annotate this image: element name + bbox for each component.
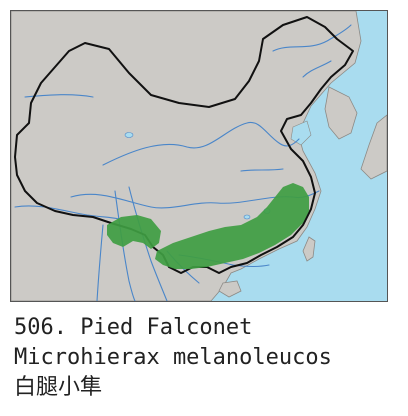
river-brahmaputra bbox=[14, 205, 120, 220]
map-canvas bbox=[11, 11, 387, 301]
river-salween bbox=[114, 190, 136, 301]
lake-qinghai bbox=[124, 132, 134, 138]
land-korea bbox=[324, 86, 358, 140]
river-songhua bbox=[302, 60, 332, 78]
range-area-main bbox=[155, 183, 309, 269]
range-map bbox=[10, 10, 388, 302]
land-hainan bbox=[218, 280, 242, 298]
river-huai bbox=[240, 168, 284, 172]
sea-bohai bbox=[290, 120, 312, 146]
range-area-west bbox=[107, 215, 161, 249]
river-mekong bbox=[128, 186, 168, 301]
caption-chinese-name: 白腿小隼 bbox=[14, 375, 103, 400]
caption-common-name: 506. Pied Falconet bbox=[14, 315, 253, 340]
river-amur bbox=[272, 24, 352, 52]
river-tarim bbox=[24, 94, 94, 98]
caption-scientific-name: Microhierax melanoleucos bbox=[14, 345, 332, 370]
river-yellow bbox=[102, 121, 300, 166]
land-japan bbox=[360, 114, 387, 180]
land-taiwan bbox=[302, 236, 316, 262]
lake-dongting bbox=[243, 214, 251, 220]
china-border bbox=[14, 16, 354, 274]
river-irrawaddy bbox=[96, 224, 104, 301]
